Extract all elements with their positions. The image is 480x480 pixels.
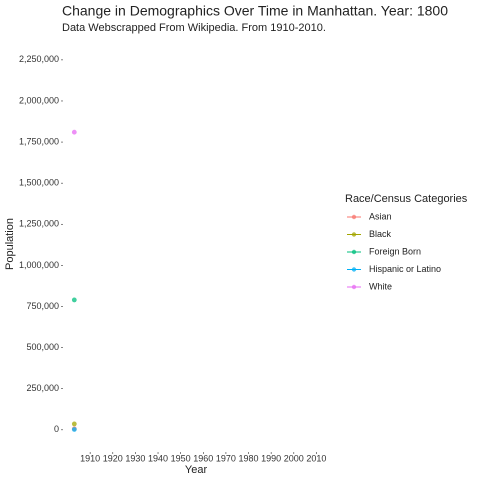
legend-label: Black [369, 229, 392, 239]
x-tick-label: 1950 [171, 453, 191, 463]
x-tick-label: 1930 [125, 453, 145, 463]
legend-label: Foreign Born [369, 246, 421, 256]
data-point [71, 427, 77, 432]
legend-key-point [351, 284, 357, 290]
legend-key-point [351, 214, 357, 220]
x-tick-label: 1980 [239, 453, 259, 463]
y-tick-label: 500,000 [26, 342, 59, 352]
y-tick-label: 1,250,000 [19, 219, 59, 229]
x-axis-label: Year [185, 464, 208, 476]
legend-key-point [351, 232, 357, 237]
legend-label: White [369, 281, 392, 291]
x-tick-label: 1970 [216, 453, 236, 463]
y-tick-label: 2,250,000 [19, 54, 59, 64]
x-tick-label: 1920 [103, 453, 123, 463]
legend-label: Hispanic or Latino [369, 264, 441, 274]
y-tick-label: 250,000 [26, 383, 59, 393]
y-tick-label: 1,750,000 [19, 136, 59, 146]
legend-title: Race/Census Categories [345, 193, 468, 205]
y-axis-label: Population [4, 218, 16, 270]
data-point [71, 421, 77, 427]
x-tick-label: 1990 [261, 453, 281, 463]
x-tick-label: 1960 [193, 453, 213, 463]
legend-label: Asian [369, 211, 392, 221]
x-tick-label: 1910 [80, 453, 100, 463]
chart-title: Change in Demographics Over Time in Manh… [62, 3, 448, 19]
y-tick-label: 1,000,000 [19, 260, 59, 270]
y-tick-label: 2,000,000 [19, 95, 59, 105]
legend-key-point [351, 267, 357, 272]
x-tick-label: 2010 [306, 453, 326, 463]
x-tick-label: 1940 [148, 453, 168, 463]
chart-subtitle: Data Webscrapped From Wikipedia. From 19… [62, 22, 326, 34]
y-tick-label: 0 [54, 424, 59, 434]
y-tick-label: 1,500,000 [19, 178, 59, 188]
x-tick-label: 2000 [284, 453, 304, 463]
data-point [71, 129, 77, 135]
legend-key-point [351, 249, 357, 255]
y-tick-label: 750,000 [26, 301, 59, 311]
data-point [71, 297, 77, 303]
